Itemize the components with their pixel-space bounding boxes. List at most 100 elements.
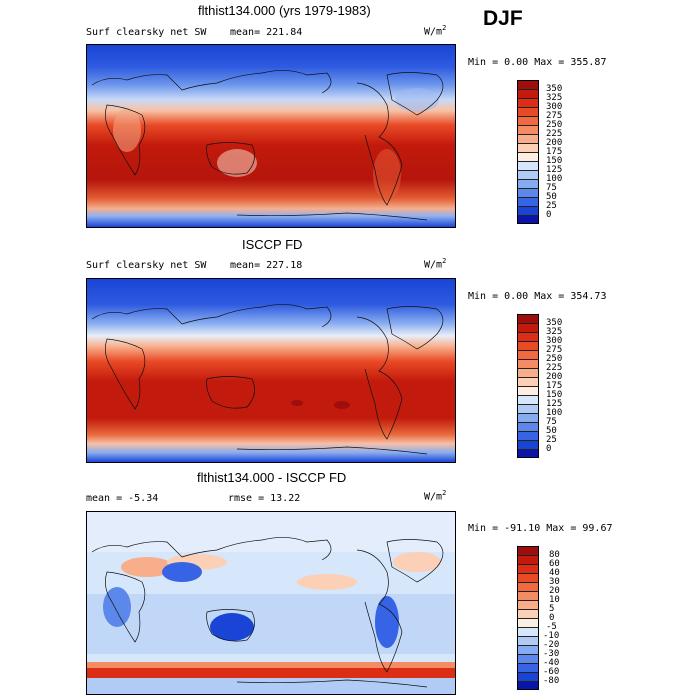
panel-1-colorbar-tick: 250: [546, 120, 563, 130]
season-label: DJF: [483, 7, 523, 30]
panel-3-colorbar-tick: -40: [543, 658, 560, 668]
panel-2-mean: mean= 227.18: [230, 260, 303, 271]
panel-2-colorbar-tick: 150: [546, 390, 563, 400]
panel-2-colorbar-swatch: [518, 414, 538, 423]
panel-2-field-label: Surf clearsky net SW: [86, 260, 207, 271]
panel-2-colorbar-swatch: [518, 333, 538, 342]
panel-1-colorbar: [517, 80, 539, 224]
panel-2-colorbar-swatch: [518, 387, 538, 396]
panel-2-colorbar-swatch: [518, 450, 538, 457]
panel-3-colorbar-tick: 20: [549, 586, 560, 596]
panel-1-colorbar-tick: 75: [546, 183, 557, 193]
panel-3-colorbar-swatch: [518, 574, 538, 583]
panel-3-colorbar-swatch: [518, 592, 538, 601]
panel-2-colorbar-swatch: [518, 342, 538, 351]
panel-1-colorbar-tick: 150: [546, 156, 563, 166]
panel-2-colorbar-tick: 275: [546, 345, 563, 355]
panel-3-anomalies: [87, 512, 455, 694]
panel-1-colorbar-tick: 325: [546, 93, 563, 103]
panel-2-colorbar-swatch: [518, 423, 538, 432]
panel-1-colorbar-tick: 225: [546, 129, 563, 139]
panel-1-colorbar-swatch: [518, 135, 538, 144]
panel-2-colorbar-tick: 125: [546, 399, 563, 409]
panel-1-colorbar-swatch: [518, 207, 538, 216]
panel-2-units: W/m2: [424, 257, 447, 271]
panel-1-colorbar-tick: 300: [546, 102, 563, 112]
panel-2-spots: [291, 400, 350, 409]
panel-1-colorbar-swatch: [518, 180, 538, 189]
panel-3-colorbar-swatch: [518, 556, 538, 565]
panel-1-field-label: Surf clearsky net SW: [86, 27, 207, 38]
panel-1-map: [86, 44, 456, 228]
panel-1-colorbar-swatch: [518, 108, 538, 117]
panel-1-colorbar-swatch: [518, 216, 538, 223]
panel-2-colorbar-swatch: [518, 315, 538, 324]
panel-3-colorbar-swatch: [518, 646, 538, 655]
panel-3-rmse: rmse = 13.22: [228, 493, 301, 504]
panel-1-colorbar-swatch: [518, 117, 538, 126]
panel-1-colorbar-swatch: [518, 189, 538, 198]
panel-3-units: W/m2: [424, 489, 447, 503]
panel-3-map-svg: [87, 512, 455, 694]
panel-1-units: W/m2: [424, 24, 447, 38]
panel-1-colorbar-tick: 200: [546, 138, 563, 148]
panel-2-map-svg: [87, 279, 455, 462]
panel-3-minmax: Min = -91.10 Max = 99.67: [468, 523, 613, 534]
panel-2-colorbar-tick: 75: [546, 417, 557, 427]
panel-2-colorbar-tick: 100: [546, 408, 563, 418]
panel-3-colorbar-tick: 10: [549, 595, 560, 605]
panel-3-colorbar-swatch: [518, 583, 538, 592]
panel-2-colorbar-tick: 25: [546, 435, 557, 445]
panel-1-colorbar-tick: 275: [546, 111, 563, 121]
panel-2-colorbar-swatch: [518, 432, 538, 441]
panel-1-colorbar-swatch: [518, 171, 538, 180]
panel-3-colorbar-tick: -60: [543, 667, 560, 677]
panel-3-colorbar-swatch: [518, 637, 538, 646]
panel-2-minmax: Min = 0.00 Max = 354.73: [468, 291, 607, 302]
panel-2-colorbar-swatch: [518, 378, 538, 387]
panel-1-map-svg: [87, 45, 455, 227]
panel-3-colorbar-tick: -20: [543, 640, 560, 650]
panel-2-colorbar-swatch: [518, 324, 538, 333]
panel-3-colorbar-tick: 40: [549, 568, 560, 578]
panel-3-colorbar-tick: 60: [549, 559, 560, 569]
panel-2-colorbar-swatch: [518, 396, 538, 405]
panel-2-colorbar: [517, 314, 539, 458]
panel-1-colorbar-tick: 25: [546, 201, 557, 211]
panel-2-colorbar-tick: 225: [546, 363, 563, 373]
panel-2-colorbar-tick: 0: [546, 444, 552, 454]
panel-1-title: flthist134.000 (yrs 1979-1983): [198, 3, 371, 18]
panel-1-land-shading: [113, 88, 439, 201]
panel-1-colorbar-swatch: [518, 126, 538, 135]
panel-1-colorbar-tick: 100: [546, 174, 563, 184]
panel-3-colorbar-tick: -5: [546, 622, 557, 632]
panel-1-colorbar-swatch: [518, 144, 538, 153]
panel-1-colorbar-swatch: [518, 99, 538, 108]
panel-3-colorbar-tick: 30: [549, 577, 560, 587]
panel-1-colorbar-tick: 350: [546, 84, 563, 94]
panel-3-colorbar-tick: 5: [549, 604, 555, 614]
panel-1-minmax: Min = 0.00 Max = 355.87: [468, 57, 607, 68]
panel-2-colorbar-swatch: [518, 369, 538, 378]
panel-2-colorbar-tick: 175: [546, 381, 563, 391]
panel-2-colorbar-tick: 200: [546, 372, 563, 382]
panel-2-colorbar-tick: 300: [546, 336, 563, 346]
panel-2-field-fill: [87, 279, 455, 462]
panel-3-colorbar-tick: -30: [543, 649, 560, 659]
panel-3-colorbar-swatch: [518, 610, 538, 619]
panel-2-colorbar-tick: 50: [546, 426, 557, 436]
panel-1-field-fill: [87, 45, 455, 227]
panel-3-colorbar-swatch: [518, 655, 538, 664]
panel-3-colorbar-tick: 80: [549, 550, 560, 560]
panel-1-colorbar-swatch: [518, 153, 538, 162]
panel-1-colorbar-swatch: [518, 81, 538, 90]
panel-2-title: ISCCP FD: [242, 237, 303, 252]
panel-2-colorbar-tick: 350: [546, 318, 563, 328]
panel-2-colorbar-swatch: [518, 441, 538, 450]
panel-1-colorbar-swatch: [518, 162, 538, 171]
panel-2-colorbar-swatch: [518, 405, 538, 414]
panel-3-colorbar-swatch: [518, 673, 538, 682]
panel-3-colorbar: [517, 546, 539, 690]
panel-3-colorbar-tick: -10: [543, 631, 560, 641]
panel-3-map: [86, 511, 456, 695]
